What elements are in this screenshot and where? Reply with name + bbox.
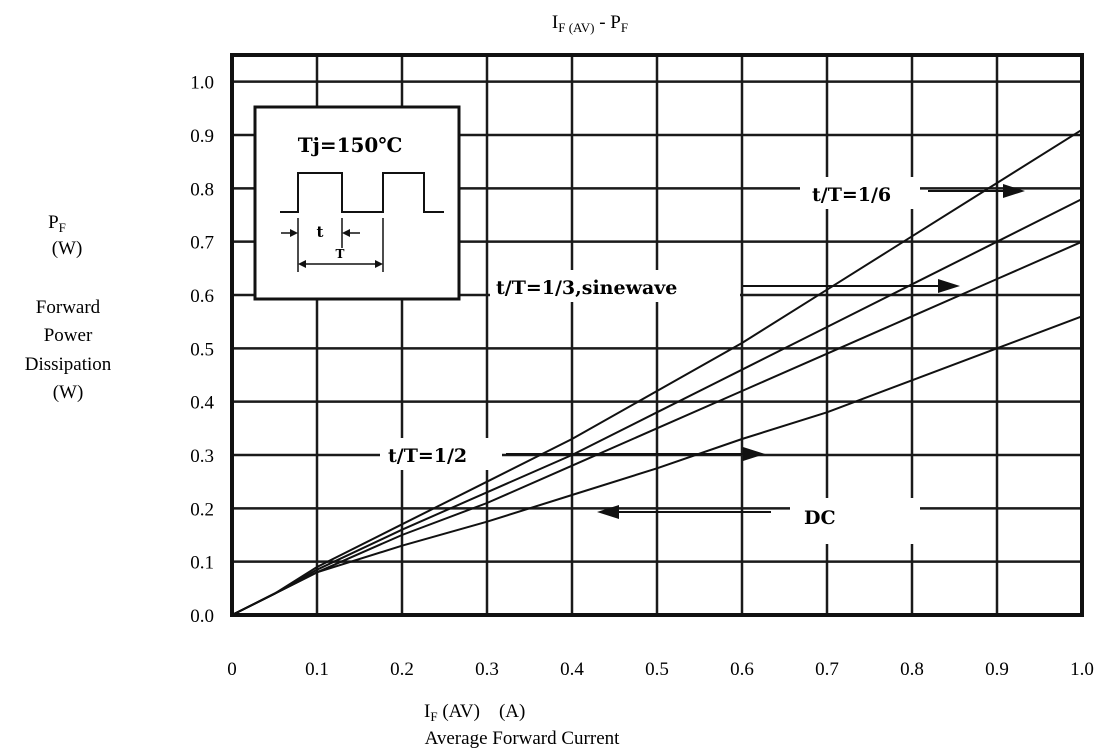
x-tick-labels: 0 0.1 0.2 0.3 0.4 0.5 0.6 0.7 0.8 0.9 1.0 — [227, 659, 1094, 680]
inset-t-label: t — [317, 223, 324, 241]
y-axis-name-unit: (W) — [53, 382, 84, 403]
x-axis-symbol: IF (AV) (A) — [424, 701, 525, 724]
series-line-3 — [231, 315, 1083, 616]
x-tick-label: 0.1 — [305, 659, 329, 680]
x-tick-label: 0.9 — [985, 659, 1009, 680]
y-tick-label: 0.4 — [190, 393, 214, 414]
y-tick-label: 0.2 — [190, 499, 214, 520]
inset-temperature: Tj=150℃ — [298, 133, 403, 157]
x-tick-label: 0 — [227, 659, 237, 680]
x-tick-label: 0.3 — [475, 659, 499, 680]
y-tick-label: 0.5 — [190, 339, 214, 360]
label-mask — [380, 438, 502, 470]
label-dc: DC — [804, 507, 836, 529]
x-tick-label: 0.7 — [815, 659, 839, 680]
annotation-arrowhead — [597, 505, 619, 519]
y-tick-label: 0.1 — [190, 553, 214, 574]
series-group — [231, 128, 1083, 616]
series-line-1 — [231, 198, 1083, 616]
series-line-0 — [231, 128, 1083, 616]
x-tick-label: 0.5 — [645, 659, 669, 680]
label-t-T-1-3-sinewave: t/T=1/3,sinewave — [496, 277, 677, 299]
y-axis-symbol: PF — [48, 212, 66, 235]
inset-T-label: T — [336, 247, 345, 261]
inset-arrowhead — [375, 260, 383, 268]
y-tick-labels: 0.0 0.1 0.2 0.3 0.4 0.5 0.6 0.7 0.8 0.9 1.0 — [190, 73, 214, 627]
annotation-arrowhead — [743, 447, 765, 461]
x-axis-label: IF (AV) (A) Average Forward Current — [424, 701, 620, 749]
inset-arrowhead — [298, 260, 306, 268]
inset-arrowhead — [290, 229, 298, 237]
y-tick-label: 0.7 — [190, 233, 214, 254]
y-tick-label: 0.8 — [190, 179, 214, 200]
x-tick-label: 0.8 — [900, 659, 924, 680]
label-mask — [800, 177, 920, 209]
chart-title: IF (AV) - PF — [552, 12, 628, 35]
y-axis-unit: (W) — [52, 238, 83, 259]
x-tick-label: 0.4 — [560, 659, 584, 680]
y-tick-label: 0.9 — [190, 126, 214, 147]
series-annotations: t/T=1/6 t/T=1/3,sinewave t/T=1/2 DC — [380, 177, 1025, 544]
inset-arrowhead — [342, 229, 350, 237]
annotation-arrowhead — [1003, 184, 1025, 198]
x-tick-label: 0.2 — [390, 659, 414, 680]
inset-box: Tj=150℃ t T — [253, 105, 461, 301]
label-mask — [790, 498, 920, 544]
x-tick-label: 0.6 — [730, 659, 754, 680]
y-axis-name-line-3: Dissipation — [25, 354, 112, 375]
label-mask — [490, 270, 740, 302]
pulse-waveform-icon — [280, 172, 444, 213]
annotation-arrowhead — [938, 279, 960, 293]
x-tick-label: 1.0 — [1070, 659, 1094, 680]
y-tick-label: 0.3 — [190, 446, 214, 467]
plot-frame — [230, 53, 1084, 617]
y-tick-label: 0.6 — [190, 286, 214, 307]
y-tick-label: 0.0 — [190, 606, 214, 627]
y-axis-name-line-2: Power — [44, 325, 93, 346]
y-tick-label: 1.0 — [190, 73, 214, 94]
label-t-T-1-2: t/T=1/2 — [388, 445, 467, 467]
x-axis-name: Average Forward Current — [425, 728, 621, 749]
y-axis-label: PF (W) Forward Power Dissipation (W) — [25, 212, 112, 403]
y-axis-name-line-1: Forward — [36, 297, 101, 318]
label-t-T-1-6: t/T=1/6 — [812, 184, 891, 206]
